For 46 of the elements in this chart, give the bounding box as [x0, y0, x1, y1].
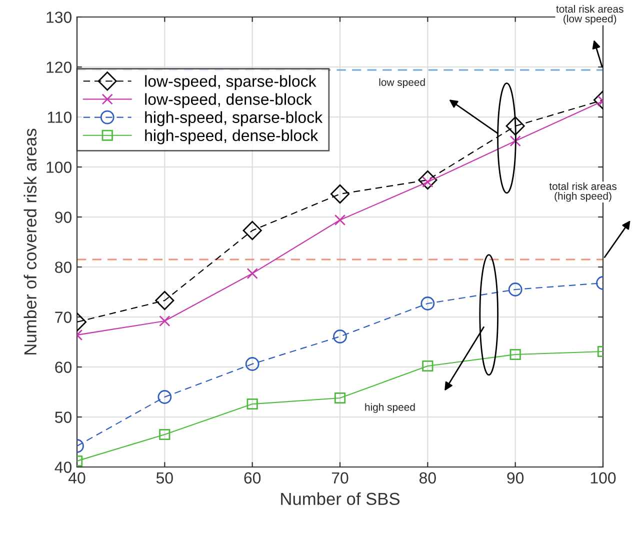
point	[418, 170, 438, 190]
legend-label: high-speed, dense-block	[145, 129, 318, 144]
y-tick-label: 60	[55, 362, 72, 373]
point	[506, 116, 525, 136]
legend-label: low-speed, dense-block	[145, 93, 312, 108]
point	[159, 315, 170, 327]
y-tick-label: 100	[46, 162, 72, 173]
point	[508, 282, 522, 296]
point	[159, 428, 170, 440]
point	[246, 268, 258, 280]
y-tick-label: 120	[46, 62, 72, 73]
y-tick-label: 40	[54, 462, 72, 473]
annotation: total risk areas (high speed)	[549, 182, 617, 202]
point	[155, 290, 174, 310]
y-tick-label: 50	[55, 412, 72, 423]
point	[333, 330, 347, 344]
x-tick-label: 90	[507, 472, 524, 484]
x-tick-label: 50	[156, 472, 173, 484]
point	[158, 390, 172, 404]
legend-label: high-speed, sparse-block	[145, 111, 323, 126]
x-tick-label: 60	[244, 472, 261, 484]
annotation: total risk areas (low speed)	[556, 5, 624, 24]
point	[510, 135, 521, 147]
point	[420, 296, 435, 310]
point	[334, 214, 346, 226]
point	[245, 357, 260, 371]
x-tick-label: 80	[419, 472, 436, 484]
point	[510, 348, 521, 360]
point	[330, 184, 350, 204]
y-tick-label: 130	[46, 12, 72, 23]
x-tick-label: 70	[332, 472, 348, 484]
y-axis-title: Number of covered risk areas	[24, 128, 37, 354]
x-tick-label: 100	[590, 472, 616, 484]
point	[422, 360, 434, 372]
point	[242, 220, 262, 240]
y-tick-label: 70	[55, 312, 72, 323]
point	[246, 398, 258, 410]
y-tick-label: 110	[48, 112, 72, 123]
x-axis-title: Number of SBS	[281, 492, 400, 506]
annotation: high speed	[365, 403, 415, 413]
y-tick-label: 90	[55, 212, 72, 223]
annotation: low speed	[379, 78, 425, 88]
legend-label: low-speed, sparse-block	[145, 75, 316, 90]
point	[334, 392, 346, 404]
y-tick-label: 80	[55, 262, 72, 273]
x-tick-label: 40	[68, 472, 86, 484]
